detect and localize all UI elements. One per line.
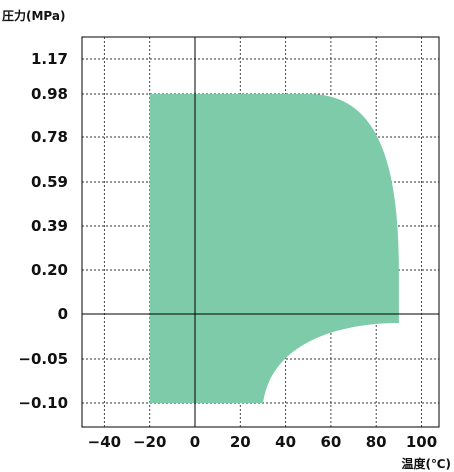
y-tick-label: −0.10	[18, 394, 68, 412]
y-tick-labels: 1.17 0.98 0.78 0.59 0.39 0.20 0 −0.05 −0.10	[18, 50, 68, 412]
x-tick-labels: −40 −20 0 20 40 60 80 100	[88, 433, 437, 451]
y-tick-label: 0.78	[31, 128, 68, 146]
x-axis-title: 温度(℃)	[401, 456, 451, 471]
x-tick-label: 80	[366, 433, 387, 451]
x-tick-label: 0	[190, 433, 200, 451]
y-tick-label: 0.39	[31, 217, 68, 235]
x-tick-label: −20	[133, 433, 166, 451]
y-tick-label: 0.98	[31, 85, 68, 103]
y-tick-label: 0	[58, 305, 68, 323]
x-tick-label: 100	[406, 433, 437, 451]
x-tick-label: −40	[88, 433, 121, 451]
y-axis-title: 圧力(MPa)	[2, 8, 65, 23]
y-tick-label: 0.59	[31, 173, 68, 191]
x-tick-label: 60	[320, 433, 341, 451]
x-tick-label: 20	[230, 433, 251, 451]
y-tick-label: 1.17	[31, 50, 68, 68]
plot-frame	[81, 36, 440, 428]
x-tick-label: 40	[275, 433, 296, 451]
axes	[82, 37, 439, 427]
operating-region	[149, 94, 399, 403]
y-tick-label: 0.20	[31, 261, 68, 279]
y-tick-label: −0.05	[18, 350, 68, 368]
